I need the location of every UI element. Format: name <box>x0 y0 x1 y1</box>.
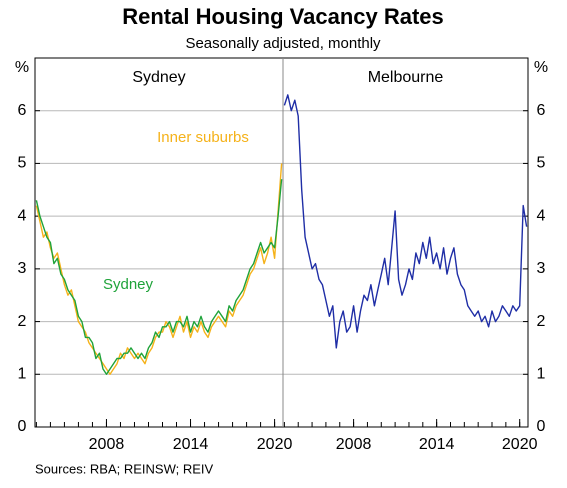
x-tick-label: 2020 <box>257 436 293 453</box>
y-tick-label: 4 <box>537 207 546 224</box>
y-tick-label: 3 <box>18 260 27 277</box>
chart-title: Rental Housing Vacancy Rates <box>122 4 444 29</box>
y-unit: % <box>15 59 29 76</box>
series-label: Sydney <box>103 276 154 293</box>
x-tick-label: 2008 <box>336 436 372 453</box>
chart-subtitle: Seasonally adjusted, monthly <box>185 35 381 52</box>
y-unit: % <box>534 59 548 76</box>
x-tick-label: 2020 <box>502 436 538 453</box>
plot-frame <box>34 57 529 428</box>
panel-title: Sydney <box>132 69 185 86</box>
data-line <box>283 94 528 349</box>
y-tick-label: 2 <box>537 313 546 330</box>
x-tick-label: 2008 <box>89 436 125 453</box>
y-tick-label: 1 <box>537 366 546 383</box>
x-tick-label: 2014 <box>419 436 455 453</box>
panel-title: Melbourne <box>368 69 444 86</box>
y-tick-label: 0 <box>18 418 27 435</box>
x-tick-label: 2014 <box>173 436 209 453</box>
series-label: Inner suburbs <box>157 129 249 146</box>
y-tick-label: 6 <box>18 102 27 119</box>
source-note: Sources: RBA; REINSW; REIV <box>35 461 214 476</box>
data-line <box>35 163 283 375</box>
y-tick-label: 1 <box>18 366 27 383</box>
y-tick-label: 0 <box>537 418 546 435</box>
y-tick-label: 5 <box>537 155 546 172</box>
y-tick-label: 4 <box>18 207 27 224</box>
y-tick-label: 2 <box>18 313 27 330</box>
y-tick-label: 6 <box>537 102 546 119</box>
y-tick-label: 5 <box>18 155 27 172</box>
data-line <box>35 179 283 375</box>
y-tick-label: 3 <box>537 260 546 277</box>
